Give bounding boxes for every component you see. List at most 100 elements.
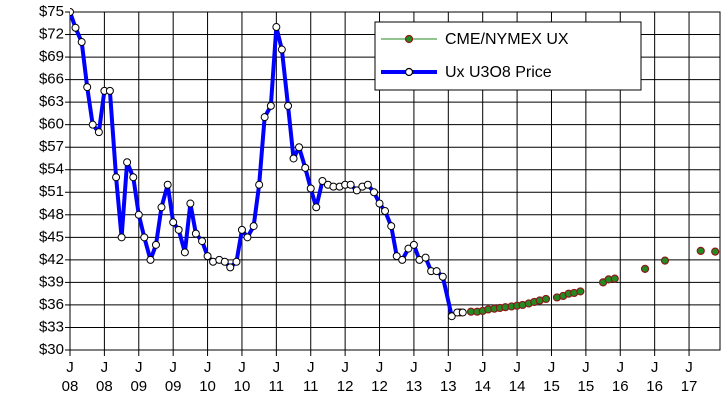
y-tick-label: $57 — [39, 138, 64, 155]
marker — [186, 199, 195, 208]
marker — [312, 203, 321, 212]
marker — [432, 267, 441, 276]
marker — [398, 255, 407, 264]
x-tick-label: J 14 — [474, 359, 492, 395]
marker — [237, 225, 246, 234]
x-tick-label: J 14 — [508, 359, 526, 395]
marker — [169, 218, 178, 227]
y-tick-label: $72 — [39, 26, 64, 43]
marker — [71, 23, 80, 32]
marker — [381, 207, 390, 216]
plot-border — [69, 11, 721, 351]
x-tick-label: J 15 — [577, 359, 595, 395]
legend-label: Ux U3O8 Price — [445, 64, 552, 81]
marker — [232, 257, 241, 266]
y-tick-label: $66 — [39, 71, 64, 88]
marker — [174, 225, 183, 234]
marker — [134, 210, 143, 219]
marker — [289, 154, 298, 163]
marker — [409, 240, 418, 249]
marker — [70, 8, 74, 16]
marker — [363, 180, 372, 189]
x-tick-label: J 16 — [646, 359, 663, 395]
x-tick-label: J 17 — [680, 359, 698, 395]
marker — [610, 274, 619, 283]
marker — [105, 86, 114, 95]
y-tick-label: $30 — [39, 341, 64, 358]
y-tick-label: $63 — [39, 93, 64, 110]
y-tick-label: $75 — [39, 3, 64, 20]
marker — [387, 222, 396, 231]
y-tick-label: $39 — [39, 273, 64, 290]
marker — [255, 180, 264, 189]
y-tick-label: $42 — [39, 251, 64, 268]
marker — [129, 173, 138, 182]
marker — [447, 312, 456, 321]
marker — [151, 240, 160, 249]
x-tick-label: J 16 — [611, 359, 629, 395]
x-tick-label: J 08 — [61, 359, 79, 395]
marker — [421, 253, 430, 262]
marker — [318, 177, 327, 185]
marker — [295, 143, 304, 152]
marker — [266, 101, 275, 110]
marker — [438, 272, 447, 281]
series — [70, 8, 467, 321]
marker — [277, 45, 286, 54]
marker — [220, 257, 229, 266]
marker — [458, 308, 467, 317]
y-tick-label: $45 — [39, 228, 64, 245]
y-tick-label: $51 — [39, 183, 64, 200]
marker — [660, 256, 670, 265]
marker — [375, 199, 384, 208]
marker — [123, 158, 132, 167]
marker — [576, 287, 585, 296]
x-tick-label: J 09 — [164, 359, 182, 395]
marker — [88, 120, 97, 129]
marker — [696, 246, 705, 255]
marker — [112, 173, 121, 182]
marker — [404, 244, 413, 253]
marker — [370, 188, 379, 197]
marker — [157, 203, 166, 212]
legend-label: CME/NYMEX UX — [445, 31, 569, 48]
y-tick-label: $48 — [39, 206, 64, 223]
x-tick-label: J 10 — [199, 359, 216, 395]
marker — [541, 294, 551, 304]
y-tick-label: $36 — [39, 296, 64, 313]
legend-box — [374, 21, 642, 91]
y-tick-label: $69 — [39, 48, 64, 65]
marker — [301, 163, 310, 172]
marker — [226, 263, 235, 272]
x-tick-label: J 12 — [371, 359, 388, 395]
marker — [180, 248, 189, 257]
x-tick-label: J 12 — [336, 359, 354, 395]
legend-marker — [404, 34, 414, 44]
x-tick-label: J 13 — [405, 359, 423, 395]
marker — [83, 83, 92, 92]
marker — [146, 255, 155, 264]
marker — [163, 180, 172, 189]
marker — [284, 101, 293, 110]
marker — [306, 184, 315, 193]
marker — [203, 252, 212, 261]
marker — [140, 233, 149, 242]
x-tick-label: J 11 — [268, 359, 285, 395]
marker — [352, 186, 361, 195]
y-tick-label: $60 — [39, 116, 64, 133]
x-tick-label: J 13 — [439, 359, 457, 395]
marker — [272, 23, 281, 32]
x-tick-label: J 09 — [130, 359, 148, 395]
marker — [392, 252, 401, 261]
x-tick-label: J 11 — [302, 359, 319, 395]
marker — [243, 233, 252, 242]
x-tick-label: J 15 — [543, 359, 560, 395]
marker — [249, 222, 258, 231]
y-tick-label: $54 — [39, 161, 64, 178]
marker — [640, 264, 650, 273]
marker — [94, 128, 103, 137]
x-tick-label: J 10 — [233, 359, 251, 395]
marker — [346, 180, 355, 189]
